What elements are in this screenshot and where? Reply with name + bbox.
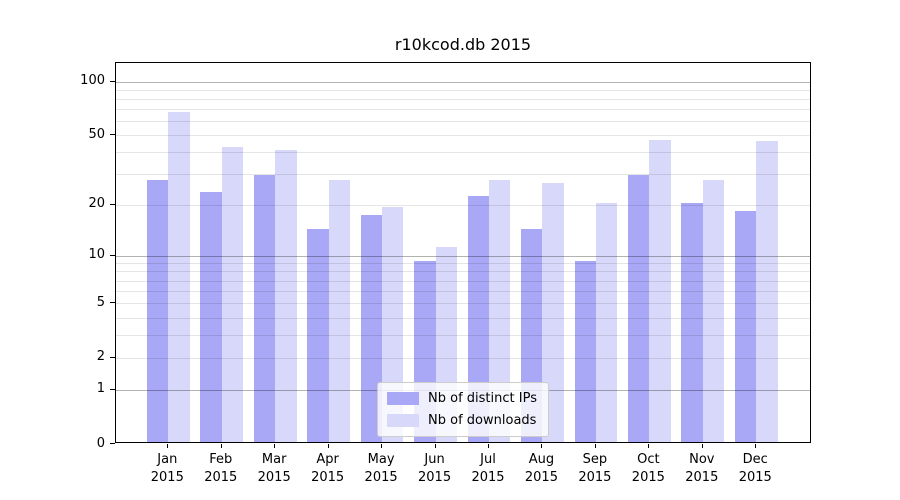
x-tick-month-sep: Sep [582,452,608,467]
legend-label-distinct-ips: Nb of distinct IPs [428,391,537,406]
x-tick-label-aug: Aug 2015 [506,451,576,487]
x-tick-year-mar: 2015 [257,470,291,485]
bar-distinct-ips-jul [467,195,489,442]
x-tick-label-oct: Oct 2015 [613,451,683,487]
y-tick-mark-2 [110,356,115,358]
x-tick-label-dec: Dec 2015 [720,451,790,487]
bar-distinct-ips-oct [627,174,650,442]
x-tick-mark-apr [327,444,329,448]
y-tick-mark-0 [110,443,115,444]
y-tick-label-1: 1 [96,381,105,397]
x-tick-label-feb: Feb 2015 [186,451,256,487]
x-tick-month-oct: Oct [637,452,660,467]
x-tick-year-oct: 2015 [631,470,665,485]
x-tick-label-jun: Jun 2015 [400,451,470,487]
x-tick-mark-jun [434,444,436,448]
y-tick-mark-50 [110,134,115,136]
bar-downloads-oct [649,139,671,442]
y-tick-mark-10 [110,254,115,256]
bars-layer [116,63,810,442]
x-tick-month-dec: Dec [742,452,768,467]
y-tick-mark-20 [110,203,115,205]
legend-label-downloads: Nb of downloads [428,413,537,428]
bar-downloads-dec [756,141,778,442]
y-tick-label-10: 10 [88,247,105,263]
x-tick-year-apr: 2015 [311,470,345,485]
x-tick-label-nov: Nov 2015 [667,451,737,487]
x-tick-month-apr: Apr [316,452,339,467]
x-tick-label-mar: Mar 2015 [239,451,309,487]
bar-distinct-ips-may [360,215,383,442]
legend-item-downloads: Nb of downloads [387,413,537,428]
x-tick-mark-mar [274,444,276,448]
y-tick-label-0: 0 [96,435,105,451]
x-tick-label-jan: Jan 2015 [132,451,202,487]
bar-distinct-ips-nov [681,202,703,442]
bar-distinct-ips-feb [200,192,222,442]
bar-downloads-aug [542,183,564,442]
x-tick-label-jul: Jul 2015 [453,451,523,487]
x-tick-year-nov: 2015 [685,470,719,485]
x-tick-mark-nov [701,444,703,448]
bar-downloads-mar [275,150,297,442]
legend-item-distinct-ips: Nb of distinct IPs [387,391,537,406]
bar-distinct-ips-dec [734,210,757,442]
y-tick-label-5: 5 [96,294,105,310]
x-tick-label-may: May 2015 [346,451,416,487]
x-tick-year-aug: 2015 [524,470,558,485]
chart-title: r10kcod.db 2015 [394,35,532,54]
x-tick-month-jul: Jul [480,452,496,467]
x-tick-mark-sep [594,444,596,448]
bar-downloads-jan [168,111,190,442]
x-tick-mark-aug [541,444,543,448]
x-tick-month-jan: Jan [157,452,178,467]
x-tick-mark-may [381,444,383,448]
x-tick-mark-dec [755,444,757,448]
bar-downloads-nov [702,180,725,442]
x-tick-mark-jul [488,444,489,448]
y-tick-label-50: 50 [88,126,105,142]
x-tick-year-feb: 2015 [204,470,238,485]
bar-distinct-ips-jan [146,180,169,442]
x-tick-month-jun: Jun [424,452,445,467]
x-tick-month-aug: Aug [528,452,555,467]
x-tick-label-apr: Apr 2015 [293,451,363,487]
y-tick-label-100: 100 [80,73,105,89]
x-tick-mark-feb [220,444,222,448]
x-tick-month-may: May [367,452,395,467]
bar-downloads-apr [328,180,351,442]
x-tick-year-sep: 2015 [578,470,612,485]
bar-downloads-feb [221,146,244,442]
legend: Nb of distinct IPs Nb of downloads [377,382,549,437]
bar-distinct-ips-mar [253,174,276,442]
y-tick-label-2: 2 [96,349,105,365]
x-tick-year-jan: 2015 [150,470,184,485]
bar-distinct-ips-apr [307,229,329,442]
legend-swatch-distinct-ips [387,392,420,405]
x-tick-month-mar: Mar [261,452,287,467]
x-tick-year-dec: 2015 [738,470,772,485]
x-tick-year-jun: 2015 [418,470,452,485]
legend-swatch-downloads [387,414,420,427]
y-tick-mark-1 [110,388,115,390]
y-tick-mark-100 [110,80,115,82]
x-tick-year-jul: 2015 [471,470,505,485]
plot-area: Nb of distinct IPs Nb of downloads [115,62,811,443]
bar-distinct-ips-sep [574,261,596,442]
x-tick-month-feb: Feb [209,452,233,467]
y-tick-mark-5 [110,302,115,304]
x-tick-mark-oct [648,444,650,448]
bar-downloads-jul [489,180,511,442]
x-tick-label-sep: Sep 2015 [560,451,630,487]
x-tick-mark-jan [167,444,169,448]
y-tick-label-20: 20 [88,196,105,212]
x-tick-month-nov: Nov [689,452,715,467]
bar-downloads-sep [595,202,618,442]
x-tick-year-may: 2015 [364,470,398,485]
